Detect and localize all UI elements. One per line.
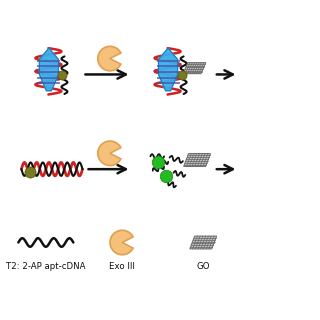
Polygon shape (184, 154, 211, 166)
Polygon shape (190, 236, 217, 249)
Wedge shape (98, 141, 121, 165)
Text: T2: 2-AP apt-cDNA: T2: 2-AP apt-cDNA (6, 262, 86, 271)
Text: GO: GO (196, 262, 210, 271)
Polygon shape (183, 63, 206, 74)
Wedge shape (98, 46, 121, 71)
Polygon shape (39, 48, 59, 91)
Wedge shape (110, 230, 133, 255)
Polygon shape (158, 48, 178, 91)
Text: Exo III: Exo III (109, 262, 135, 271)
